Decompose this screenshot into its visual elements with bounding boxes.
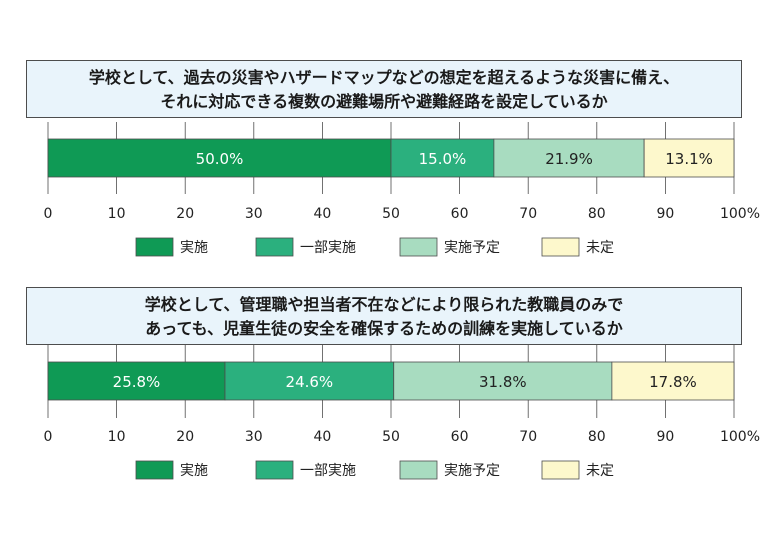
x-tick-label: 0 (44, 429, 53, 445)
x-tick-label: 10 (108, 429, 126, 445)
bar-segment-3 (393, 361, 613, 401)
legend-swatch-4 (541, 460, 580, 480)
x-tick-label: 30 (245, 206, 263, 222)
data-label-2: 15.0% (419, 150, 467, 168)
legend-swatch-2 (255, 460, 294, 480)
stacked-bar-chart-1: 50.0% 15.0% 21.9% 13.1% 0 10 20 30 40 50 60 70 80 90 1… (44, 122, 760, 257)
x-tick-label: 40 (313, 206, 331, 222)
question-2-line-1: 学校として、管理職や担当者不在などにより限られた教職員のみで (144, 295, 624, 314)
data-label-4: 13.1% (665, 150, 713, 168)
x-tick-label: 60 (451, 429, 469, 445)
bar-segment-4 (611, 361, 735, 401)
legend-label-4: 未定 (586, 240, 614, 256)
x-tick-label: 20 (176, 206, 194, 222)
legend-label-1: 実施 (180, 463, 208, 479)
legend-label-4: 未定 (586, 463, 614, 479)
legend-label-3: 実施予定 (444, 240, 500, 256)
x-tick-label: 30 (245, 429, 263, 445)
question-box-2: 学校として、管理職や担当者不在などにより限られた教職員のみで あっても、児童生徒… (26, 287, 742, 345)
question-1-line-1: 学校として、過去の災害やハザードマップなどの想定を超えるような災害に備え、 (88, 68, 680, 87)
legend-label-1: 実施 (180, 240, 208, 256)
x-tick-label: 100% (720, 206, 760, 222)
x-tick-label: 60 (451, 206, 469, 222)
chart-panel-1: 学校として、過去の災害やハザードマップなどの想定を超えるような災害に備え、 それ… (0, 0, 780, 260)
legend-swatch-3 (399, 460, 438, 480)
bar-segment-2 (390, 138, 495, 178)
x-tick-label: 70 (519, 429, 537, 445)
bar-segment-4 (643, 138, 735, 178)
legend-label-2: 一部実施 (300, 463, 356, 479)
x-tick-label: 70 (519, 206, 537, 222)
x-tick-label: 40 (313, 429, 331, 445)
legend-swatch-4 (541, 237, 580, 257)
question-2-line-2: あっても、児童生徒の安全を確保するための訓練を実施しているか (145, 319, 623, 338)
bar-segment-1 (47, 361, 226, 401)
legend-label-2: 一部実施 (300, 240, 356, 256)
question-1-line-2: それに対応できる複数の避難場所や避難経路を設定しているか (160, 92, 608, 111)
x-tick-label: 20 (176, 429, 194, 445)
bar-segment-2 (224, 361, 395, 401)
x-tick-label: 100% (720, 429, 760, 445)
data-label-1: 25.8% (113, 373, 161, 391)
data-label-3: 31.8% (479, 373, 527, 391)
x-tick-label: 0 (44, 206, 53, 222)
x-tick-label: 90 (656, 206, 674, 222)
question-box-1: 学校として、過去の災害やハザードマップなどの想定を超えるような災害に備え、 それ… (26, 60, 742, 118)
bar-segment-1 (47, 138, 392, 178)
data-label-2: 24.6% (286, 373, 334, 391)
legend-swatch-1 (135, 237, 174, 257)
legend-swatch-2 (255, 237, 294, 257)
data-label-4: 17.8% (649, 373, 697, 391)
chart-panel-2: 学校として、管理職や担当者不在などにより限られた教職員のみで あっても、児童生徒… (0, 278, 780, 538)
x-tick-label: 80 (588, 429, 606, 445)
x-tick-label: 50 (382, 206, 400, 222)
data-label-3: 21.9% (545, 150, 593, 168)
legend-swatch-1 (135, 460, 174, 480)
x-tick-label: 10 (108, 206, 126, 222)
x-tick-label: 90 (656, 429, 674, 445)
data-label-1: 50.0% (196, 150, 244, 168)
legend-swatch-3 (399, 237, 438, 257)
legend-label-3: 実施予定 (444, 463, 500, 479)
x-tick-label: 50 (382, 429, 400, 445)
stacked-bar-chart-2: 25.8% 24.6% 31.8% 17.8% 0 10 20 30 40 50 60 70 80 90 1… (44, 345, 760, 480)
x-tick-label: 80 (588, 206, 606, 222)
bar-segment-3 (493, 138, 645, 178)
